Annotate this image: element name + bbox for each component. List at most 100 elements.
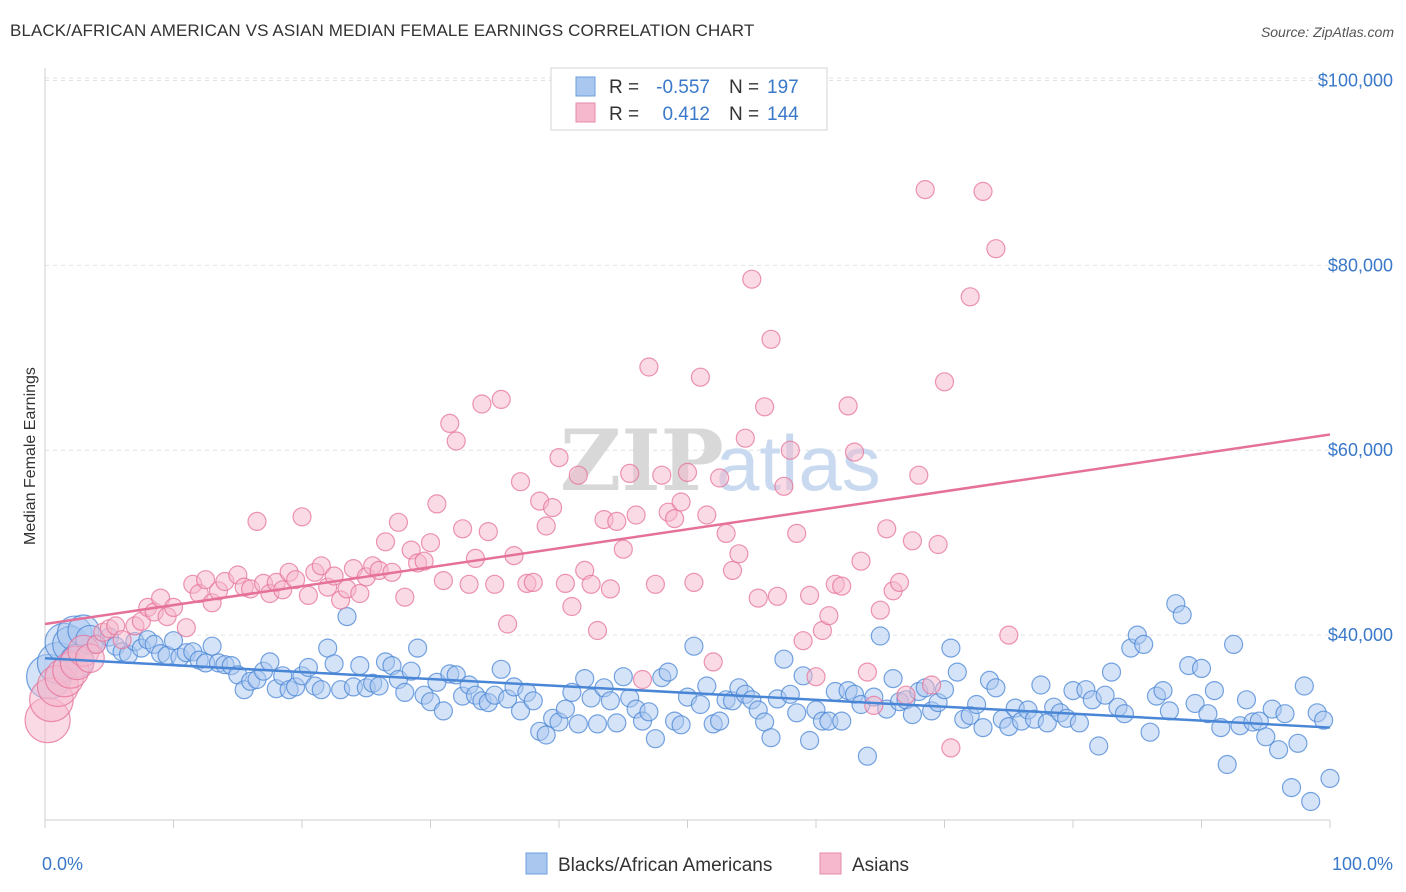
y-axis-label: Median Female Earnings	[22, 367, 39, 545]
point-blacks	[401, 661, 421, 681]
point-blacks	[1223, 634, 1244, 655]
y-tick-label: $80,000	[1328, 255, 1393, 275]
point-asians	[292, 507, 312, 527]
point-blacks	[684, 636, 704, 656]
point-asians	[973, 181, 993, 201]
point-asians	[247, 511, 267, 532]
point-blacks	[536, 725, 556, 745]
point-blacks	[1281, 777, 1302, 798]
legend-n-label-1: N =	[729, 77, 759, 98]
point-blacks	[581, 688, 601, 708]
point-blacks	[408, 638, 428, 658]
point-blacks	[787, 703, 807, 723]
point-asians	[838, 396, 858, 416]
point-blacks	[1320, 768, 1340, 789]
point-asians	[375, 532, 396, 552]
legend-r-label-2: R =	[609, 104, 639, 125]
point-asians	[555, 573, 576, 594]
point-asians	[613, 539, 633, 559]
point-asians	[748, 588, 768, 608]
point-blacks	[761, 728, 781, 748]
series-asians-points	[24, 180, 1019, 758]
point-asians	[298, 585, 318, 606]
legend-swatch-pink	[575, 102, 596, 123]
point-asians	[684, 572, 704, 593]
point-asians	[928, 534, 948, 555]
point-blacks	[433, 701, 453, 721]
point-blacks	[350, 655, 370, 676]
point-blacks	[1101, 662, 1122, 682]
series-legend: Blacks/African Americans Asians	[525, 852, 909, 876]
chart-title: BLACK/AFRICAN AMERICAN VS ASIAN MEDIAN F…	[10, 21, 755, 40]
point-asians	[459, 574, 479, 594]
point-blacks	[555, 699, 576, 719]
point-asians	[600, 579, 621, 599]
point-asians	[999, 625, 1019, 645]
point-asians	[921, 675, 942, 695]
point-asians	[420, 533, 441, 553]
point-asians	[761, 329, 781, 349]
point-asians	[491, 389, 511, 409]
y-tick-label: $40,000	[1328, 625, 1393, 645]
point-asians	[671, 492, 691, 512]
point-asians	[632, 669, 653, 690]
point-asians	[453, 519, 473, 539]
y-tick-labels: $40,000 $60,000 $80,000 $100,000	[1318, 70, 1393, 645]
point-blacks	[568, 714, 588, 734]
point-blacks	[163, 631, 184, 651]
point-asians	[427, 494, 447, 514]
point-asians	[549, 448, 569, 468]
point-asians	[536, 516, 556, 536]
point-asians	[819, 606, 839, 626]
point-blacks	[690, 694, 711, 715]
point-blacks	[799, 730, 820, 751]
source-credit: Source: ZipAtlas.com	[1260, 24, 1394, 40]
legend-n-value-2: 144	[767, 104, 799, 125]
y-tick-label: $100,000	[1318, 70, 1393, 90]
point-blacks	[857, 746, 878, 766]
point-blacks	[202, 636, 222, 656]
point-asians	[934, 372, 955, 392]
point-blacks	[575, 668, 595, 689]
point-asians	[799, 585, 820, 606]
point-asians	[472, 394, 492, 414]
point-asians	[395, 587, 415, 607]
x-tick-labels: 0.0% 100.0%	[42, 854, 1393, 874]
x-tick-label: 100.0%	[1332, 854, 1393, 874]
watermark-zip: ZIP	[560, 411, 724, 510]
point-asians	[902, 531, 923, 551]
point-blacks	[510, 701, 531, 721]
point-blacks	[1204, 680, 1225, 701]
point-asians	[542, 498, 563, 518]
point-blacks	[697, 676, 717, 696]
point-blacks	[1294, 676, 1314, 696]
point-asians	[645, 574, 666, 594]
point-asians	[112, 630, 132, 650]
point-blacks	[639, 702, 659, 722]
point-blacks	[1217, 754, 1237, 775]
point-asians	[870, 600, 890, 620]
point-asians	[446, 431, 466, 451]
point-asians	[774, 476, 794, 496]
point-asians	[581, 574, 601, 594]
point-blacks	[324, 654, 344, 674]
trend-line-blacks	[44, 656, 1331, 729]
point-asians	[806, 667, 826, 687]
legend-swatch-blue	[575, 76, 596, 97]
point-asians	[639, 357, 659, 377]
point-blacks	[1301, 791, 1321, 812]
point-asians	[832, 576, 852, 596]
point-asians	[909, 465, 929, 485]
point-asians	[485, 574, 505, 594]
point-asians	[864, 695, 884, 716]
point-blacks	[1134, 634, 1154, 655]
point-asians	[793, 631, 813, 651]
point-asians	[388, 512, 408, 532]
bottom-legend-swatch-blue	[525, 852, 548, 875]
point-blacks	[337, 606, 357, 627]
point-asians	[523, 572, 543, 593]
point-blacks	[420, 692, 441, 712]
point-asians	[851, 551, 871, 571]
point-blacks	[902, 704, 923, 725]
point-asians	[896, 685, 916, 705]
